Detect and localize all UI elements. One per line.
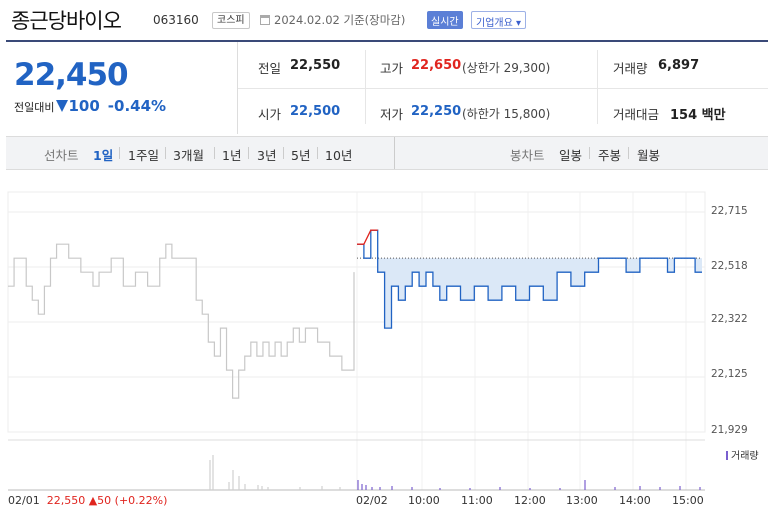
change-percent: -0.44%: [107, 97, 167, 115]
trade-value-unit: 백만: [701, 108, 726, 123]
stock-code: 063160: [153, 13, 199, 27]
calendar-icon: [260, 15, 270, 25]
col-divider: [597, 50, 598, 124]
period-tab-10y[interactable]: 10년: [325, 148, 353, 163]
prev-day-line: [8, 243, 355, 399]
price-lines: [8, 229, 702, 399]
open-value: 22,500: [290, 104, 341, 119]
x-tick-label: 02/02: [356, 494, 388, 507]
volume-value: 6,897: [658, 58, 700, 73]
period-bar: [6, 136, 768, 170]
change-row: 전일대비 100 -0.44%: [14, 97, 166, 115]
date-text: 2024.02.02 기준(장마감): [274, 13, 406, 27]
y-tick-label: 22,322: [711, 313, 748, 325]
summary-divider: [238, 88, 768, 89]
y-tick-label: 22,715: [711, 205, 748, 217]
volume-bars: [209, 455, 701, 490]
candle-tab-weekly[interactable]: 주봉: [598, 148, 622, 163]
y-tick-label: 21,929: [711, 424, 748, 436]
prev-day-info: 02/01 22,550 ▲50 (+0.22%): [8, 494, 167, 507]
period-separator: [317, 147, 318, 159]
candle-separator: [628, 147, 629, 159]
prev-change: ▲50 (+0.22%): [88, 494, 168, 507]
x-tick-label: 11:00: [461, 494, 493, 507]
candle-tab-monthly[interactable]: 월봉: [637, 148, 661, 163]
x-tick-label: 14:00: [619, 494, 651, 507]
line-chart-label: 선차트: [44, 148, 79, 163]
trade-value-number: 154: [670, 108, 698, 123]
period-bar-divider: [394, 137, 395, 169]
today-up-segment: [357, 229, 378, 245]
period-tab-1d[interactable]: 1일: [93, 148, 114, 163]
volume-label: 거래량: [613, 61, 648, 76]
volume-legend: 거래량: [726, 447, 759, 462]
company-overview-button[interactable]: 기업개요 ▾: [471, 11, 526, 29]
period-separator: [165, 147, 166, 159]
low-value: 22,250: [411, 104, 462, 119]
low-label: 저가: [380, 107, 404, 122]
change-value: 100: [68, 97, 100, 115]
high-value: 22,650: [411, 58, 462, 73]
y-tick-label: 22,125: [711, 368, 748, 380]
chart-grid: [7, 191, 706, 491]
period-tab-3y[interactable]: 3년: [257, 148, 277, 163]
trade-value-label: 거래대금: [613, 107, 660, 122]
period-separator: [214, 147, 215, 159]
period-separator: [248, 147, 249, 159]
down-triangle-icon: [56, 100, 69, 112]
high-label: 고가: [380, 61, 404, 76]
top-border: [6, 40, 768, 42]
today-line: [357, 229, 702, 329]
stock-name: 종근당바이오: [11, 9, 122, 33]
realtime-button[interactable]: 실시간: [427, 11, 463, 29]
change-label: 전일대비: [14, 101, 55, 114]
col-divider: [365, 50, 366, 124]
x-tick-label: 10:00: [408, 494, 440, 507]
trade-value: 154 백만: [670, 104, 726, 123]
candle-chart-label: 봉차트: [510, 148, 545, 163]
current-price: 22,450: [14, 57, 129, 93]
candle-tab-daily[interactable]: 일봉: [559, 148, 583, 163]
upper-limit: (상한가 29,300): [462, 61, 551, 75]
x-tick-label: 13:00: [566, 494, 598, 507]
period-tab-5y[interactable]: 5년: [291, 148, 311, 163]
lower-limit: (하한가 15,800): [462, 107, 551, 121]
prev-date: 02/01: [8, 494, 40, 507]
period-tab-1y[interactable]: 1년: [222, 148, 242, 163]
prev-close-label: 전일: [258, 61, 282, 76]
prev-price: 22,550: [46, 494, 86, 507]
period-tab-1w[interactable]: 1주일: [128, 148, 159, 163]
x-tick-label: 15:00: [672, 494, 704, 507]
candle-separator: [589, 147, 590, 159]
period-separator: [119, 147, 120, 159]
price-box: [6, 42, 238, 134]
volume-legend-text: 거래량: [731, 451, 759, 462]
y-tick-label: 22,518: [711, 260, 748, 272]
volume-legend-swatch: [726, 451, 728, 460]
period-separator: [283, 147, 284, 159]
open-label: 시가: [258, 107, 282, 122]
prev-close-value: 22,550: [290, 58, 341, 73]
x-tick-label: 12:00: [514, 494, 546, 507]
market-badge: 코스피: [212, 12, 250, 29]
period-tab-3m[interactable]: 3개월: [173, 148, 204, 163]
date-info: 2024.02.02 기준(장마감): [260, 12, 405, 28]
